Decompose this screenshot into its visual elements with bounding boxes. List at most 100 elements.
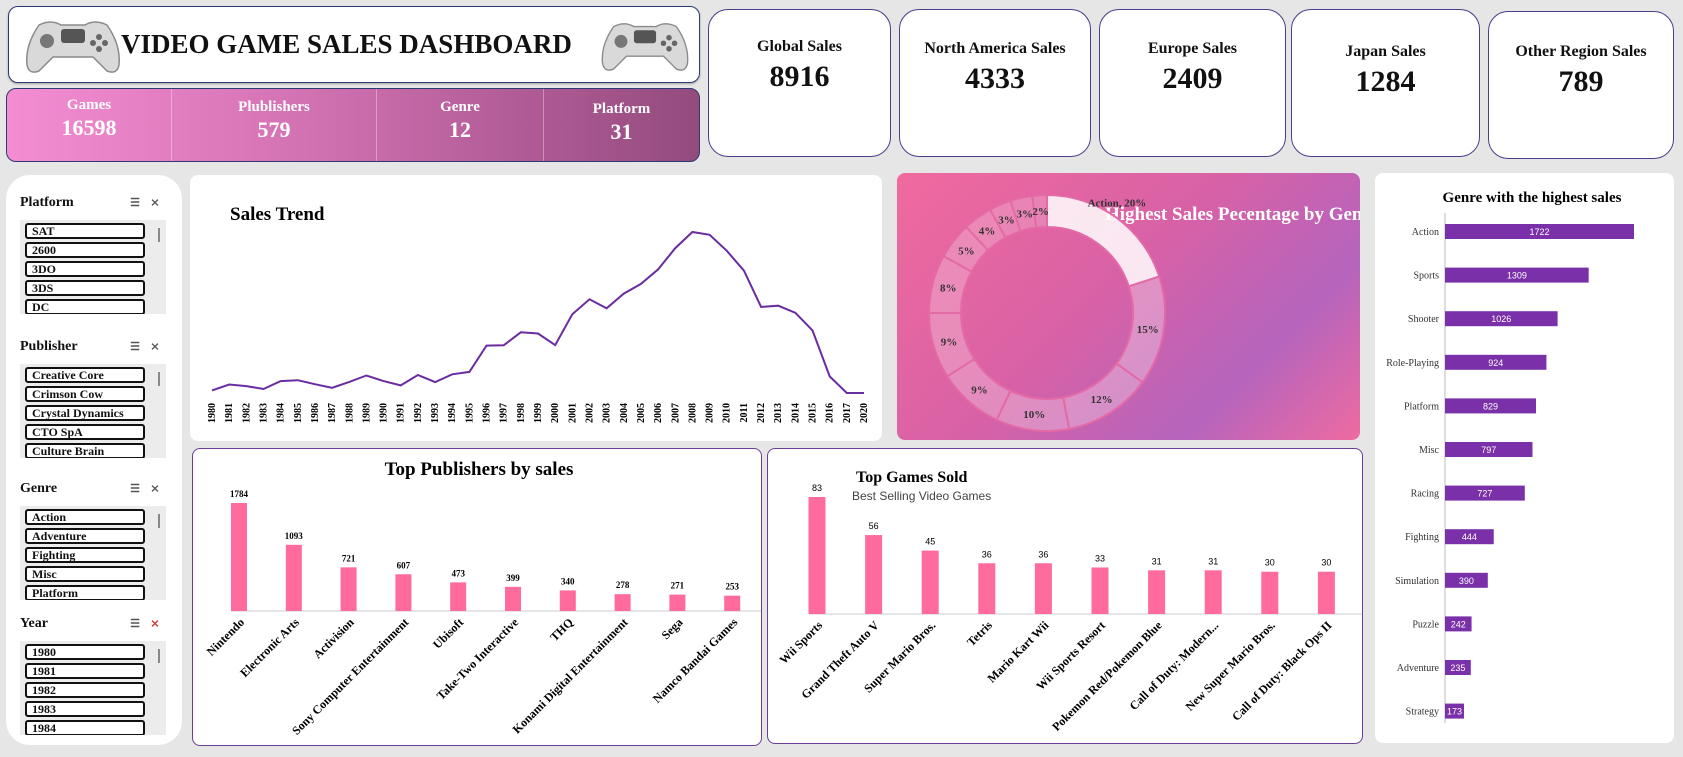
x-tick-label: Sega (659, 615, 686, 642)
x-tick-label: 1989 (361, 403, 372, 423)
kpi-label: Global Sales (757, 38, 842, 55)
slicer-item[interactable]: 1980 (25, 644, 145, 660)
x-tick-label: 1981 (224, 403, 235, 423)
slicer-list[interactable]: 1980 1981 1982 1983 1984 (20, 641, 166, 735)
data-label: 607 (397, 560, 411, 570)
slicer-item[interactable]: 1984 (25, 720, 145, 735)
x-tick-label: 2011 (739, 403, 750, 422)
genre-share-chart: Highest Sales Pecentage by Genre Action,… (927, 193, 1379, 432)
slicer-item[interactable]: 1983 (25, 701, 145, 717)
multi-select-icon[interactable]: ☰ (130, 618, 140, 630)
slicer-item[interactable]: Action (25, 509, 145, 525)
slicer-item[interactable]: Misc (25, 566, 145, 582)
slicer-item[interactable]: Platform (25, 585, 145, 600)
data-label: 1093 (285, 531, 304, 541)
top-games-panel: Top Games Sold Best Selling Video Games … (767, 448, 1371, 744)
bar (505, 586, 521, 611)
data-label: 399 (506, 573, 520, 583)
bar (921, 550, 939, 614)
x-tick-label: 2001 (567, 403, 578, 423)
clear-filter-icon[interactable]: ⨯ (150, 341, 160, 353)
data-label: 30 (1321, 558, 1331, 568)
publisher-slicer: Publisher ☰ ⨯ Creative Core Crimson Cow C… (20, 336, 166, 458)
x-tick-label: Tetris (964, 618, 995, 649)
top-games-chart: Top Games Sold Best Selling Video Games … (776, 469, 1371, 734)
multi-select-icon[interactable]: ☰ (130, 483, 140, 495)
scrollbar[interactable] (158, 228, 160, 242)
slicer-item[interactable]: DC (25, 299, 145, 314)
x-tick-label: 2003 (602, 403, 613, 423)
publishers-stat: Plublishers 579 (172, 89, 377, 161)
x-tick-label: 2009 (705, 403, 716, 423)
data-label: 235 (1450, 663, 1465, 673)
slicer-item[interactable]: Culture Brain (25, 443, 145, 458)
bar (865, 535, 883, 614)
slicer-item[interactable]: Crystal Dynamics (25, 405, 145, 421)
x-tick-label: 2006 (653, 403, 664, 423)
chart-title: Top Games Sold (856, 469, 968, 486)
data-label: 721 (342, 553, 356, 563)
x-tick-label: 2012 (756, 403, 767, 423)
slicer-item[interactable]: Adventure (25, 528, 145, 544)
bar (1317, 571, 1335, 614)
chart-title: Highest Sales Pecentage by Genre (1105, 204, 1360, 225)
bar (395, 574, 412, 611)
multi-select-icon[interactable]: ☰ (130, 197, 140, 209)
slicer-item[interactable]: Fighting (25, 547, 145, 563)
platform-slicer: Platform ☰ ⨯ SAT 2600 3DO 3DS DC DS (20, 192, 166, 314)
x-tick-label: 1991 (396, 403, 407, 423)
slicer-item[interactable]: SAT (25, 223, 145, 239)
x-tick-label: Sony Computer Entertainment (289, 615, 411, 737)
slicer-item[interactable]: 3DO (25, 261, 145, 277)
x-tick-label: 1985 (293, 403, 304, 423)
data-label: 340 (561, 576, 575, 586)
slicer-item[interactable]: 2600 (25, 242, 145, 258)
slicer-item[interactable]: Crimson Cow (25, 386, 145, 402)
scrollbar[interactable] (158, 649, 160, 663)
clear-filter-icon[interactable]: ⨯ (150, 483, 160, 495)
slicer-item[interactable]: 1982 (25, 682, 145, 698)
chart-title: Top Publishers by sales (385, 459, 574, 480)
y-tick-label: Adventure (1397, 663, 1440, 674)
stat-label: Genre (440, 99, 480, 115)
bar (285, 544, 302, 611)
x-tick-label: 1982 (241, 403, 252, 423)
x-tick-label: 1986 (310, 403, 321, 423)
y-tick-label: Strategy (1406, 707, 1439, 718)
bar (1445, 311, 1558, 327)
y-tick-label: Role-Playing (1386, 358, 1439, 369)
x-tick-label: 2000 (550, 403, 561, 423)
y-tick-label: Sports (1413, 271, 1439, 282)
scrollbar[interactable] (158, 372, 160, 386)
chart-title: Genre with the highest sales (1443, 190, 1622, 206)
clear-filter-icon[interactable]: ⨯ (150, 197, 160, 209)
y-tick-label: Racing (1411, 489, 1439, 500)
slicer-list[interactable]: SAT 2600 3DO 3DS DC DS (20, 220, 166, 314)
x-tick-label: 2005 (636, 403, 647, 423)
slicer-item[interactable]: 1981 (25, 663, 145, 679)
bar (1445, 485, 1525, 501)
x-tick-label: 1990 (379, 403, 390, 423)
genre-slicer: Genre ☰ ⨯ Action Adventure Fighting Misc … (20, 478, 166, 600)
x-tick-label: 2002 (584, 403, 595, 423)
slicer-list[interactable]: Action Adventure Fighting Misc Platform (20, 506, 166, 600)
data-label: 1722 (1529, 227, 1549, 237)
bar (1445, 224, 1634, 239)
bar (669, 594, 686, 611)
clear-filter-icon[interactable]: ⨯ (150, 618, 160, 630)
stat-value: 579 (257, 117, 291, 142)
x-tick-label: Electronic Arts (237, 615, 302, 680)
slicer-list[interactable]: Creative Core Crimson Cow Crystal Dynami… (20, 364, 166, 458)
europe-sales-card: Europe Sales 2409 (1099, 9, 1286, 157)
data-label: 253 (725, 582, 739, 592)
x-tick-label: 2016 (825, 403, 836, 423)
scrollbar[interactable] (158, 514, 160, 528)
kpi-label: Japan Sales (1345, 43, 1426, 60)
slicer-item[interactable]: 3DS (25, 280, 145, 296)
slicer-item[interactable]: CTO SpA (25, 424, 145, 440)
bar (1445, 442, 1533, 457)
x-tick-label: 2020 (859, 403, 870, 423)
slice-label: 2% (1032, 206, 1049, 218)
multi-select-icon[interactable]: ☰ (130, 341, 140, 353)
slicer-item[interactable]: Creative Core (25, 367, 145, 383)
